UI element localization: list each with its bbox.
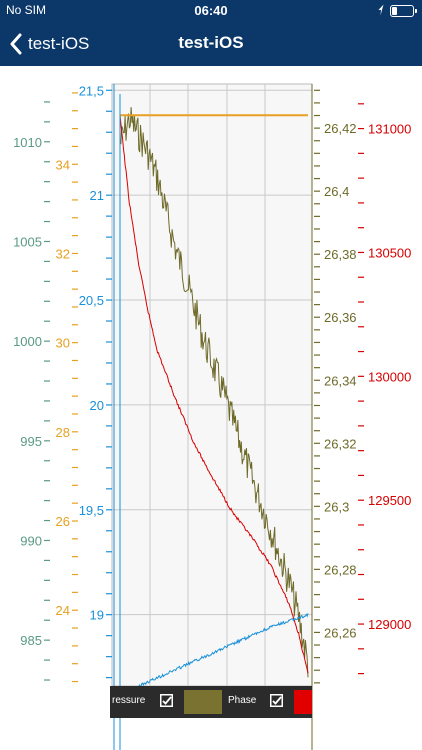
y-tick-label-red-1: 130500 bbox=[368, 245, 411, 260]
y-tick-label-blue-5: 19 bbox=[90, 608, 104, 623]
page-title: test-iOS bbox=[178, 33, 244, 52]
y-tick-label-blue-0: 21,5 bbox=[79, 83, 104, 98]
chevron-left-icon bbox=[10, 33, 22, 55]
y-tick-label-pressure-0: 1010 bbox=[13, 135, 42, 150]
y-axis-pressure: 1010 1005 1000 995 990 985 bbox=[13, 101, 50, 681]
plot-area bbox=[111, 83, 313, 687]
y-axis-olive: 26,42 26,4 26,38 26,36 26,34 26,32 26,3 26,28 26… bbox=[311, 84, 357, 750]
y-tick-label-olive-5: 26,32 bbox=[324, 436, 357, 451]
legend-swatch-red bbox=[294, 690, 312, 714]
checkbox-pressure[interactable] bbox=[160, 694, 173, 707]
battery-icon bbox=[390, 5, 417, 17]
y-tick-label-blue-2: 20,5 bbox=[79, 293, 104, 308]
y-tick-label-orange-4: 26 bbox=[56, 514, 70, 529]
y-tick-label-orange-0: 34 bbox=[56, 157, 70, 172]
series-line-red bbox=[119, 114, 309, 674]
y-axis-blue: 21,5 21 20,5 20 19,5 19 bbox=[79, 83, 115, 750]
y-tick-label-olive-4: 26,34 bbox=[324, 373, 357, 388]
carrier-label: No SIM bbox=[6, 3, 47, 17]
y-tick-label-olive-1: 26,4 bbox=[324, 184, 349, 199]
legend-label-pressure: ressure bbox=[112, 695, 146, 706]
legend-swatch-olive bbox=[184, 690, 222, 714]
y-axis-red: 131000 130500 130000 129500 129000 bbox=[358, 103, 411, 675]
y-tick-label-orange-1: 32 bbox=[56, 246, 70, 261]
status-bar: No SIM 06:40 bbox=[0, 0, 422, 22]
y-tick-label-olive-6: 26,3 bbox=[324, 499, 349, 514]
series-line-blue bbox=[138, 613, 309, 687]
y-tick-label-orange-5: 24 bbox=[56, 603, 70, 618]
checkbox-phase[interactable] bbox=[270, 694, 283, 707]
y-tick-label-olive-3: 26,36 bbox=[324, 310, 357, 325]
y-tick-label-red-0: 131000 bbox=[368, 122, 411, 137]
y-tick-label-blue-3: 20 bbox=[90, 398, 104, 413]
y-tick-label-pressure-1: 1005 bbox=[13, 234, 42, 249]
y-tick-label-pressure-2: 1000 bbox=[13, 334, 42, 349]
legend-label-phase: Phase bbox=[228, 695, 257, 706]
y-tick-label-red-4: 129000 bbox=[368, 617, 411, 632]
y-tick-label-orange-3: 28 bbox=[56, 425, 70, 440]
y-tick-label-blue-1: 21 bbox=[90, 188, 104, 203]
back-label: test-iOS bbox=[28, 34, 90, 53]
location-icon bbox=[378, 4, 384, 16]
y-tick-label-pressure-3: 995 bbox=[20, 434, 42, 449]
chart[interactable]: 10101005100099599098534323028262421,5212… bbox=[0, 66, 422, 750]
navigation-bar: test-iOS test-iOS bbox=[0, 22, 422, 66]
y-tick-label-red-2: 130000 bbox=[368, 369, 411, 384]
series-line-olive bbox=[119, 107, 309, 678]
y-tick-label-olive-7: 26,28 bbox=[324, 562, 357, 577]
y-axis-orange: 34 32 30 28 26 24 bbox=[56, 92, 78, 683]
y-tick-label-olive-8: 26,26 bbox=[324, 625, 357, 640]
chart-legend: ressure Phase bbox=[110, 686, 312, 718]
y-tick-label-red-3: 129500 bbox=[368, 493, 411, 508]
y-tick-label-olive-0: 26,42 bbox=[324, 121, 357, 136]
y-tick-label-olive-2: 26,38 bbox=[324, 247, 357, 262]
back-button[interactable]: test-iOS bbox=[10, 22, 89, 66]
y-tick-label-pressure-4: 990 bbox=[20, 533, 42, 548]
y-tick-label-orange-2: 30 bbox=[56, 336, 70, 351]
y-tick-label-pressure-5: 985 bbox=[20, 633, 42, 648]
clock: 06:40 bbox=[194, 3, 228, 18]
y-tick-label-blue-4: 19,5 bbox=[79, 503, 104, 518]
